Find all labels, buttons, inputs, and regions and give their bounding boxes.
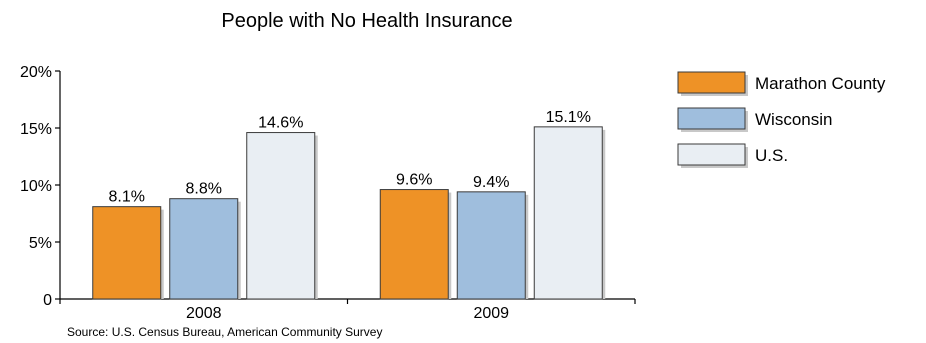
legend: Marathon County Wisconsin U.S. xyxy=(677,71,886,168)
bars: 8.1% 8.8% 14.6% 9.6% 9.4% 15.1% xyxy=(92,109,606,300)
bar-value-label: 14.6% xyxy=(258,115,303,132)
bar-value-label: 9.4% xyxy=(473,174,509,191)
bar xyxy=(533,126,603,300)
x-category-label: 2008 xyxy=(186,305,222,322)
bar xyxy=(92,206,162,300)
bar-value-label: 15.1% xyxy=(546,109,591,126)
y-tick-label: 20% xyxy=(20,64,52,81)
legend-swatch xyxy=(677,107,746,130)
chart-title: People with No Health Insurance xyxy=(221,10,512,32)
bar xyxy=(169,198,239,300)
y-tick-label: 0 xyxy=(43,292,52,309)
legend-label: Marathon County xyxy=(755,74,886,93)
bar xyxy=(246,132,316,300)
bar-value-label: 8.8% xyxy=(186,181,222,198)
source-note: Source: U.S. Census Bureau, American Com… xyxy=(67,325,382,339)
legend-label: Wisconsin xyxy=(755,110,832,129)
y-tick-label: 15% xyxy=(20,121,52,138)
bar-value-label: 9.6% xyxy=(396,172,432,189)
legend-swatch xyxy=(677,143,746,166)
legend-label: U.S. xyxy=(755,146,788,165)
bar-value-label: 8.1% xyxy=(109,189,145,206)
y-axis: 0 5% 10% 15% 20% xyxy=(20,64,61,309)
y-tick-label: 5% xyxy=(29,235,52,252)
x-axis: 2008 2009 xyxy=(59,298,636,322)
bar xyxy=(456,191,526,300)
bar xyxy=(379,189,449,300)
y-tick-label: 10% xyxy=(20,178,52,195)
x-category-label: 2009 xyxy=(473,305,509,322)
legend-swatch xyxy=(677,71,746,94)
